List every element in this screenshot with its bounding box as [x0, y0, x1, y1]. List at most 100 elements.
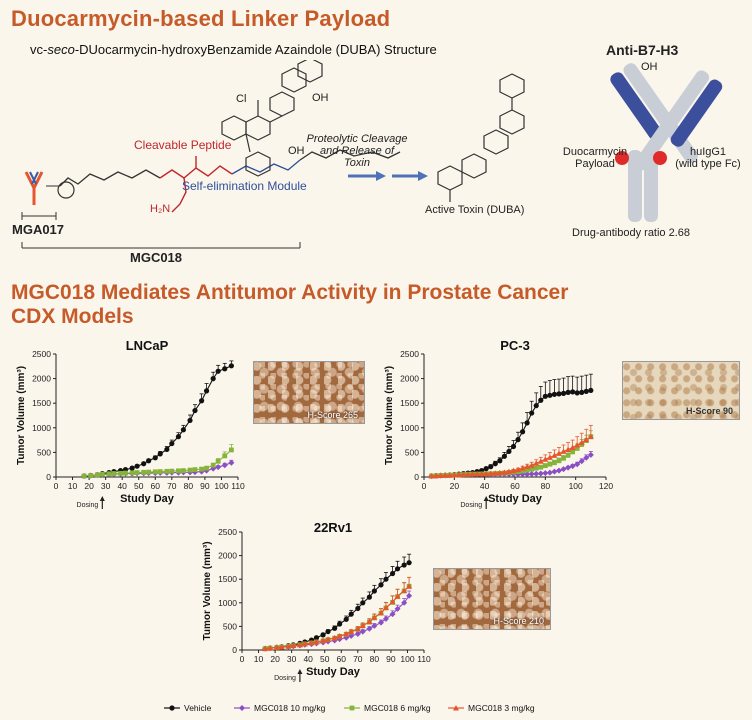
data-point	[111, 471, 117, 476]
data-point	[371, 622, 378, 629]
x-tick-label: 60	[151, 481, 161, 491]
x-tick-label: 90	[200, 481, 210, 491]
data-point	[551, 452, 558, 458]
data-point	[203, 388, 210, 394]
chart-lncap: LNCaP 0 10 20 30 40 50 60 70 80 90 100 110 0 500 1000 15…	[16, 338, 245, 509]
mgc-bracket	[21, 242, 301, 249]
data-point	[228, 459, 235, 466]
data-point	[215, 458, 221, 464]
data-point	[401, 562, 407, 568]
section2-title: MGC018 Mediates Antitumor Activity in Pr…	[11, 281, 568, 329]
y-axis-label: Tumor Volume (mm³)	[202, 541, 213, 640]
data-point	[308, 639, 315, 646]
y-tick-label: 500	[405, 447, 419, 457]
data-point	[519, 429, 526, 435]
y-tick-label: 0	[46, 472, 51, 482]
data-point	[569, 463, 576, 470]
dosing-arrowhead	[99, 496, 105, 501]
y-axis-label: Tumor Volume (mm³)	[384, 366, 395, 465]
huigg1-line2: (wild type Fc)	[675, 158, 741, 170]
data-point	[325, 636, 332, 642]
data-point	[296, 641, 303, 648]
data-point	[542, 393, 548, 399]
data-point	[157, 469, 163, 474]
legend-item: MGC018 3 mg/kg	[448, 703, 535, 713]
data-point	[366, 618, 373, 625]
data-point	[366, 594, 372, 600]
x-tick-label: 50	[134, 481, 144, 491]
data-point	[354, 630, 361, 637]
oh-label-2: OH	[288, 145, 305, 157]
data-point	[561, 455, 566, 461]
data-point	[565, 452, 571, 458]
data-point	[348, 611, 354, 617]
data-point	[574, 442, 581, 448]
data-point	[556, 391, 562, 397]
y-tick-label: 0	[414, 472, 419, 482]
data-point	[215, 464, 222, 471]
data-point	[394, 605, 401, 612]
y-tick-label: 2000	[400, 374, 419, 384]
x-tick-label: 40	[480, 481, 490, 491]
data-point	[560, 466, 567, 473]
data-point	[192, 407, 198, 414]
data-point	[547, 392, 553, 398]
data-point	[460, 471, 467, 478]
y-tick-label: 500	[37, 447, 51, 457]
x-tick-label: 80	[541, 481, 551, 491]
cleavage-caption: Proteolytic Cleavage and Release of Toxi…	[306, 133, 408, 169]
x-tick-label: 40	[117, 481, 127, 491]
data-point	[538, 464, 544, 470]
huigg1-label: huIgG1 (wild type Fc)	[668, 146, 748, 170]
data-point	[529, 410, 535, 416]
data-point	[176, 468, 181, 474]
section2-title-line1: MGC018 Mediates Antitumor Activity in Pr…	[11, 281, 569, 304]
data-point	[560, 448, 567, 454]
dosing-arrowhead	[297, 669, 303, 674]
oh-label: OH	[312, 92, 329, 104]
legend-label: MGC018 6 mg/kg	[364, 703, 431, 713]
data-point	[496, 469, 503, 476]
chart-title: PC-3	[500, 338, 530, 353]
data-point	[583, 436, 590, 443]
data-point	[336, 633, 343, 639]
huigg1-line1: huIgG1	[689, 146, 727, 158]
data-point	[483, 470, 490, 477]
data-point	[406, 583, 413, 589]
main-title: Duocarmycin-based Linker Payload	[11, 6, 391, 31]
y-tick-label: 1500	[218, 574, 237, 584]
data-point	[501, 453, 507, 459]
data-point	[355, 605, 361, 612]
data-point	[210, 376, 216, 382]
x-tick-label: 30	[287, 654, 297, 664]
data-point	[94, 472, 100, 478]
data-point	[343, 616, 349, 622]
data-point	[134, 463, 140, 469]
legend-marker	[239, 705, 245, 711]
data-point	[348, 632, 355, 639]
y-tick-label: 2500	[400, 349, 419, 359]
payload-dot-right	[653, 151, 667, 165]
y-tick-label: 1000	[400, 423, 419, 433]
payload-dot-left	[615, 151, 629, 165]
data-point	[141, 461, 147, 467]
data-point	[537, 458, 544, 464]
data-point	[442, 472, 449, 478]
dosing-arrowhead	[483, 496, 489, 501]
data-point	[574, 390, 580, 396]
data-point	[519, 465, 526, 471]
data-point	[501, 469, 508, 475]
x-tick-label: 10	[68, 481, 78, 491]
data-point	[389, 598, 396, 605]
data-point	[222, 366, 228, 372]
cleavage-caption-line2: and Release of Toxin	[320, 145, 394, 169]
data-point	[551, 391, 558, 397]
y-tick-label: 1000	[218, 598, 237, 608]
data-point	[556, 458, 562, 464]
data-point	[565, 464, 572, 471]
data-point	[348, 628, 355, 635]
data-point	[478, 470, 485, 477]
data-point	[320, 632, 326, 638]
data-point	[546, 454, 553, 460]
data-point	[278, 643, 285, 650]
